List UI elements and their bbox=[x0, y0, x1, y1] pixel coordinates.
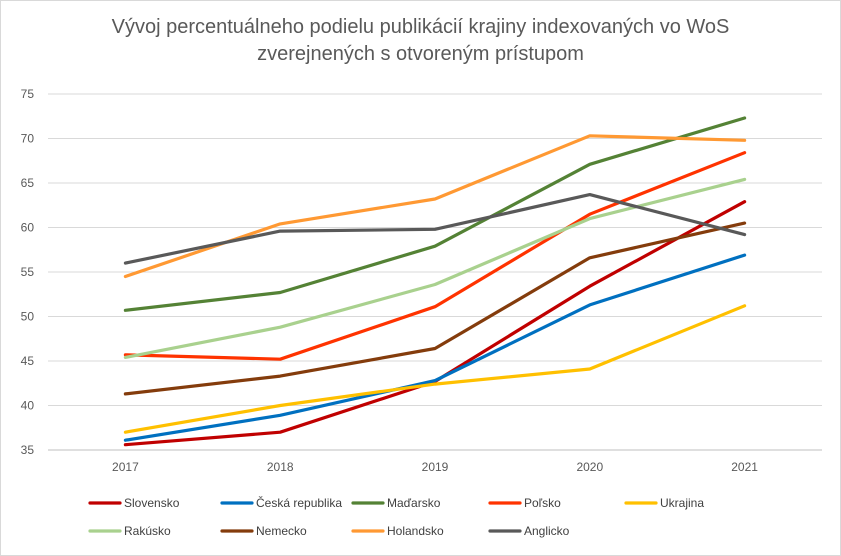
chart-title: Vývoj percentuálneho podielu publikácií … bbox=[0, 14, 841, 68]
y-tick-label: 55 bbox=[21, 265, 35, 279]
series-line-Slovensko bbox=[123, 200, 747, 447]
series-line-Maďarsko bbox=[123, 116, 747, 312]
legend-item-Maďarsko: Maďarsko bbox=[351, 496, 441, 510]
series-line-Poľsko bbox=[123, 151, 747, 361]
series-line-Rakúsko bbox=[123, 177, 747, 359]
y-tick-label: 60 bbox=[21, 221, 35, 235]
x-tick-label: 2021 bbox=[731, 460, 758, 474]
legend-label: Slovensko bbox=[124, 496, 180, 510]
y-tick-label: 35 bbox=[21, 443, 35, 457]
y-tick-label: 50 bbox=[21, 310, 35, 324]
y-tick-label: 40 bbox=[21, 399, 35, 413]
x-tick-label: 2019 bbox=[422, 460, 449, 474]
series-line-Česká republika bbox=[123, 253, 747, 442]
x-tick-label: 2018 bbox=[267, 460, 294, 474]
series-lines bbox=[123, 116, 747, 447]
chart-title-line-1: Vývoj percentuálneho podielu publikácií … bbox=[111, 16, 730, 38]
legend-label: Ukrajina bbox=[660, 496, 704, 510]
legend-label: Nemecko bbox=[256, 524, 307, 538]
legend-item-Poľsko: Poľsko bbox=[488, 496, 561, 510]
gridlines bbox=[48, 93, 822, 451]
series-line-Anglicko bbox=[123, 193, 747, 265]
x-axis-ticks: 2017 2018 2019 2020 2021 bbox=[112, 460, 758, 474]
legend-label: Maďarsko bbox=[387, 496, 441, 510]
series-line-Nemecko bbox=[123, 221, 747, 396]
legend-item-Ukrajina: Ukrajina bbox=[624, 496, 704, 510]
y-axis-ticks: 35 40 45 50 55 60 65 70 75 bbox=[21, 87, 35, 457]
legend-item-Nemecko: Nemecko bbox=[220, 524, 307, 538]
series-line-Ukrajina bbox=[123, 304, 747, 434]
x-tick-label: 2020 bbox=[576, 460, 603, 474]
chart-title-line-2: zverejnených s otvoreným prístupom bbox=[257, 43, 584, 65]
legend-item-Anglicko: Anglicko bbox=[488, 524, 570, 538]
y-tick-label: 70 bbox=[21, 132, 35, 146]
legend-label: Holandsko bbox=[387, 524, 444, 538]
y-tick-label: 65 bbox=[21, 176, 35, 190]
legend-label: Poľsko bbox=[524, 496, 561, 510]
legend-label: Rakúsko bbox=[124, 524, 171, 538]
y-tick-label: 45 bbox=[21, 354, 35, 368]
legend-item-Slovensko: Slovensko bbox=[88, 496, 180, 510]
legend-label: Anglicko bbox=[524, 524, 570, 538]
legend-label: Česká republika bbox=[256, 495, 342, 510]
legend-item-Česká republika: Česká republika bbox=[220, 495, 342, 510]
x-tick-label: 2017 bbox=[112, 460, 139, 474]
legend-item-Holandsko: Holandsko bbox=[351, 524, 444, 538]
y-tick-label: 75 bbox=[21, 87, 35, 101]
legend-item-Rakúsko: Rakúsko bbox=[88, 524, 171, 538]
legend: Slovensko Česká republika Maďarsko Poľsko Uk… bbox=[88, 495, 704, 538]
series-line-Holandsko bbox=[123, 134, 747, 279]
